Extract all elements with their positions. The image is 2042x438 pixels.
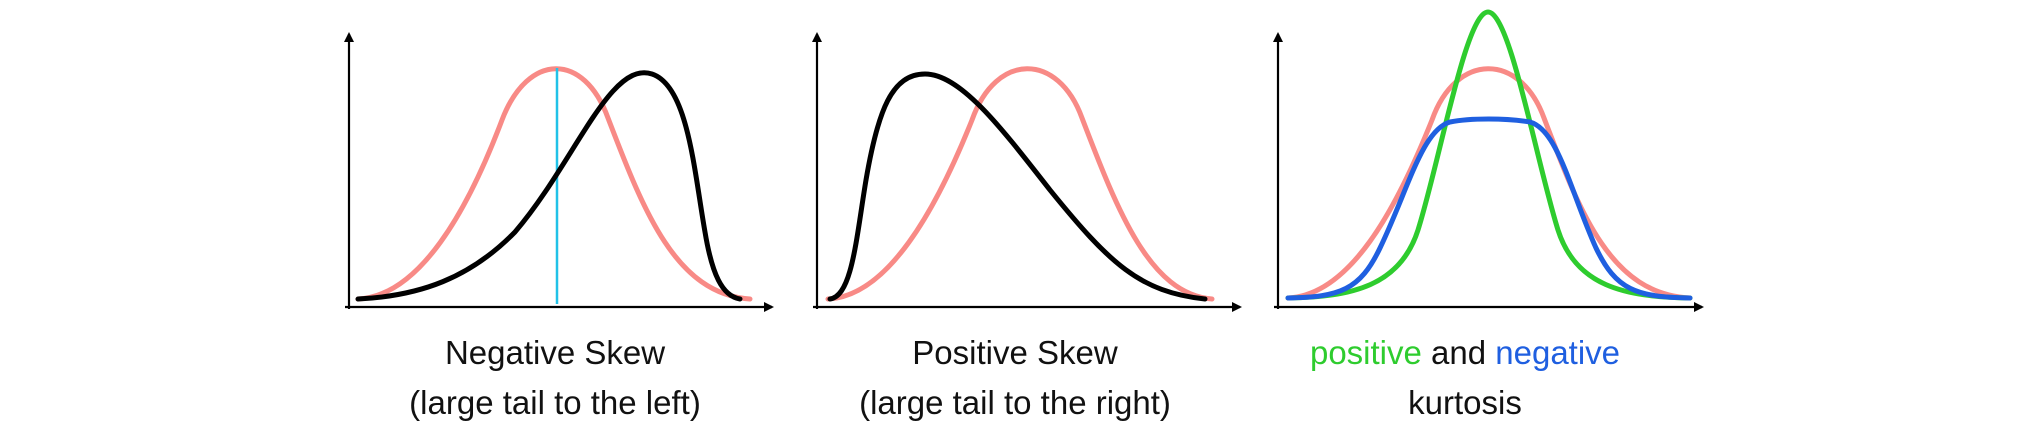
caption-positive-skew-title: Positive Skew	[912, 334, 1118, 371]
caption-negative-skew-title: Negative Skew	[444, 334, 666, 371]
caption-word-and: and	[1421, 334, 1496, 371]
panel-kurtosis	[1273, 9, 1704, 312]
normal-curve-3	[1285, 66, 1693, 301]
caption-positive-skew: Positive Skew (large tail to the right)	[820, 328, 1210, 428]
skewed-curve-negative	[355, 70, 743, 302]
caption-positive-skew-subtitle: (large tail to the right)	[859, 384, 1171, 421]
skewed-curve-positive	[827, 71, 1208, 302]
caption-kurtosis: positive and negative kurtosis	[1265, 328, 1665, 428]
normal-curve-1	[355, 66, 753, 302]
caption-kurtosis-subtitle: kurtosis	[1408, 384, 1522, 421]
caption-kurtosis-title: positive and negative	[1265, 328, 1665, 378]
negative-kurtosis-curve	[1285, 116, 1693, 301]
caption-word-negative: negative	[1495, 334, 1621, 371]
caption-negative-skew-subtitle: (large tail to the left)	[409, 384, 701, 421]
caption-word-positive: positive	[1309, 334, 1422, 371]
caption-negative-skew: Negative Skew (large tail to the left)	[360, 328, 750, 428]
panel-positive-skew	[812, 32, 1242, 312]
positive-kurtosis-curve	[1285, 9, 1693, 301]
normal-curve-2	[825, 66, 1215, 302]
panel-negative-skew	[344, 32, 774, 312]
